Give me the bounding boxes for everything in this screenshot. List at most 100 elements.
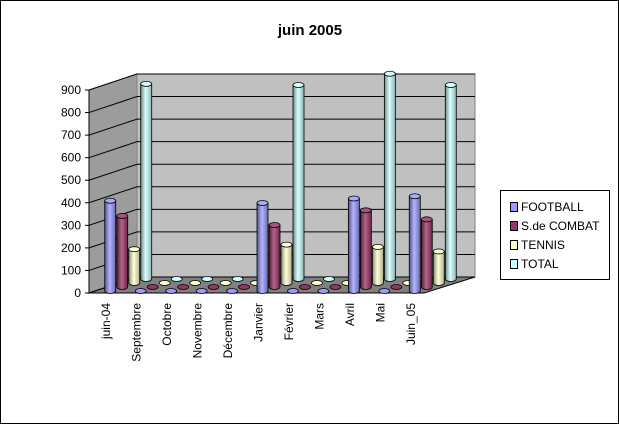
floor-marker-s-de-combat <box>390 284 403 290</box>
floor-marker-tennis <box>189 280 202 286</box>
cylinder-s-de-combat <box>359 207 372 290</box>
cylinder-body <box>128 248 141 286</box>
legend-item: S.de COMBAT <box>510 218 599 234</box>
x-tick-label: Avril <box>343 303 357 326</box>
cylinder-top <box>371 244 384 250</box>
x-tick-label: Novembre <box>191 303 205 359</box>
cylinder-body <box>408 195 421 294</box>
cylinder-top <box>383 70 396 77</box>
y-tick-label: 700 <box>61 128 81 142</box>
x-tick-label: juin-04 <box>99 303 113 340</box>
cylinder-s-de-combat <box>420 216 433 290</box>
y-tick-label: 200 <box>61 241 81 255</box>
gridline <box>88 186 475 204</box>
cylinder-top <box>359 207 372 214</box>
cylinder-body <box>383 73 396 282</box>
cylinder-top <box>140 80 153 87</box>
cylinder-body <box>256 202 269 294</box>
cylinder-total <box>140 80 153 282</box>
y-tick-label: 800 <box>61 106 81 120</box>
cylinder-top <box>280 241 293 248</box>
gridline <box>88 141 475 159</box>
legend-item: FOOTBALL <box>510 199 584 215</box>
cylinder-s-de-combat <box>268 222 281 290</box>
floor-marker-total <box>170 276 183 282</box>
cylinder-top <box>116 213 129 219</box>
floor-marker-s-de-combat <box>207 284 220 290</box>
floor-marker-football <box>226 288 238 294</box>
legend-label: S.de COMBAT <box>521 219 600 233</box>
cylinder-football <box>256 200 269 294</box>
cylinder-body <box>432 251 445 286</box>
cylinder-body <box>104 200 117 294</box>
gridline <box>88 163 475 181</box>
floor-marker-s-de-combat <box>146 284 159 290</box>
y-tick-label: 900 <box>61 83 81 97</box>
floor-marker-tennis <box>158 280 171 286</box>
cylinder-top <box>104 197 117 204</box>
legend: FOOTBALL S.de COMBAT TENNIS TOTAL <box>500 190 610 280</box>
cylinder-football <box>347 195 360 294</box>
legend-item: TOTAL <box>510 256 559 272</box>
x-tick-label: Octobre <box>160 303 174 346</box>
x-tick-label: Décembre <box>221 303 235 359</box>
legend-label: TOTAL <box>521 257 559 271</box>
x-tick-label: Septembre <box>130 303 144 362</box>
cylinder-body <box>420 218 433 290</box>
legend-swatch <box>510 221 518 231</box>
cylinder-body <box>292 84 305 282</box>
floor-marker-total <box>231 276 244 282</box>
legend-swatch <box>510 240 518 250</box>
y-tick-label: 100 <box>61 263 81 277</box>
cylinder-football <box>408 193 421 294</box>
cylinder-total <box>444 82 457 282</box>
floor-marker-s-de-combat <box>177 284 190 290</box>
cylinder-football <box>104 197 117 294</box>
cylinder-top <box>347 195 360 202</box>
floor-marker-s-de-combat <box>329 284 342 290</box>
x-tick-label: Janvier <box>252 303 266 342</box>
cylinder-body <box>347 198 360 294</box>
y-tick-label: 600 <box>61 151 81 165</box>
floor-marker-s-de-combat <box>238 284 250 290</box>
gridline <box>88 73 475 91</box>
legend-swatch <box>510 259 518 269</box>
cylinder-s-de-combat <box>116 213 129 290</box>
cylinder-body <box>140 83 153 282</box>
floor-marker-total <box>323 276 335 282</box>
gridline <box>88 96 475 114</box>
cylinder-total <box>292 82 305 282</box>
floor-marker-football <box>134 288 147 294</box>
cylinder-top <box>256 200 269 206</box>
cylinder-tennis <box>128 246 141 286</box>
cylinder-top <box>128 246 141 253</box>
legend-swatch <box>510 202 518 212</box>
x-tick-label: Juin_05 <box>404 303 418 345</box>
cylinder-body <box>359 209 372 290</box>
gridline <box>88 118 475 136</box>
floor-marker-football <box>317 288 330 294</box>
legend-item: TENNIS <box>510 237 565 253</box>
cylinder-top <box>432 248 445 255</box>
cylinder-tennis <box>280 241 293 286</box>
cylinder-tennis <box>432 248 445 286</box>
legend-label: TENNIS <box>521 238 566 252</box>
floor-marker-tennis <box>311 280 323 286</box>
cylinder-body <box>116 215 129 290</box>
cylinder-body <box>371 246 384 286</box>
y-tick-label: 400 <box>61 196 81 210</box>
cylinder-top <box>268 222 281 228</box>
floor-marker-football <box>165 288 178 294</box>
x-tick-label: Mai <box>373 303 387 322</box>
floor-marker-s-de-combat <box>299 284 311 290</box>
cylinder-top <box>292 82 305 88</box>
floor-marker-football <box>287 288 299 294</box>
legend-label: FOOTBALL <box>521 200 584 214</box>
cylinder-top <box>444 82 457 88</box>
x-tick-label: Février <box>282 303 296 340</box>
cylinder-body <box>280 244 293 286</box>
floor-marker-football <box>195 288 208 294</box>
cylinder-tennis <box>371 244 384 286</box>
